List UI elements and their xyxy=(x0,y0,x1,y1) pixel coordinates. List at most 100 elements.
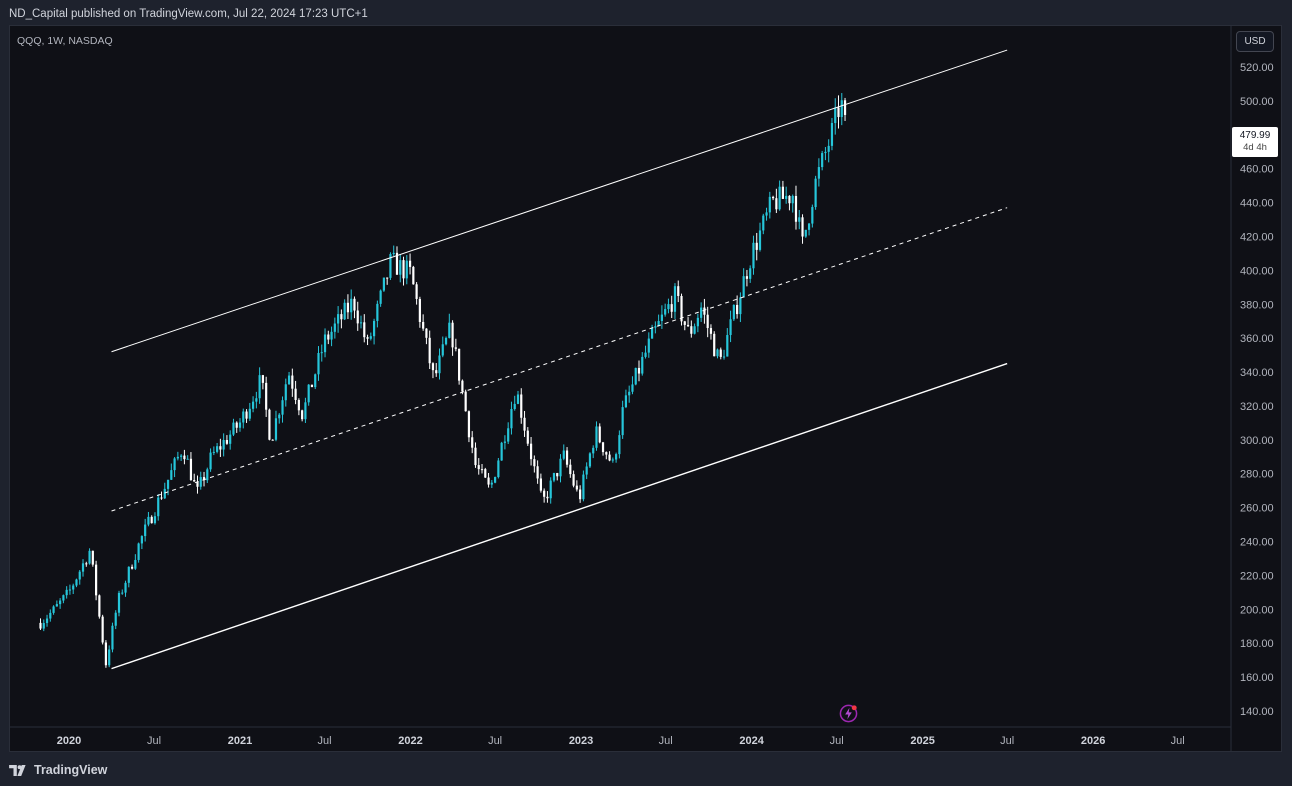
price-tick-label: 520.00 xyxy=(1240,62,1274,74)
candle-body xyxy=(821,153,824,168)
candle-body xyxy=(454,347,457,349)
price-tick-label: 140.00 xyxy=(1240,706,1274,718)
candle-body xyxy=(137,543,140,560)
candle-body xyxy=(634,367,637,385)
candle-body xyxy=(461,380,464,392)
candle-body xyxy=(690,326,693,334)
candle-body xyxy=(415,284,418,299)
channel-lower-line[interactable] xyxy=(111,362,1008,670)
candle-body xyxy=(677,286,680,296)
candle-body xyxy=(353,298,356,311)
candle-body xyxy=(592,447,595,454)
candle-body xyxy=(647,338,650,353)
time-tick-label: 2021 xyxy=(228,735,252,747)
candle-body xyxy=(405,260,408,279)
price-tick-label: 280.00 xyxy=(1240,469,1274,481)
candle-body xyxy=(752,242,755,269)
candle-body xyxy=(749,268,752,279)
candle-body xyxy=(565,450,569,465)
candle-body xyxy=(225,439,229,444)
candle-body xyxy=(301,410,304,420)
tradingview-brand[interactable]: TradingView xyxy=(9,762,107,778)
candle-body xyxy=(248,408,251,419)
candle-body xyxy=(579,489,582,500)
candle-body xyxy=(660,314,663,321)
time-tick-label: 2026 xyxy=(1081,735,1105,747)
candle-body xyxy=(713,333,716,357)
currency-button[interactable]: USD xyxy=(1236,31,1274,52)
candle-body xyxy=(320,352,323,354)
candle-body xyxy=(78,571,81,580)
candle-body xyxy=(346,302,350,313)
candle-body xyxy=(271,439,274,441)
candle-body xyxy=(474,447,477,466)
candle-body xyxy=(111,625,114,650)
time-tick-label: 2023 xyxy=(569,735,593,747)
candle-body xyxy=(173,458,176,471)
candle-body xyxy=(480,469,484,471)
candle-body xyxy=(402,260,405,279)
candle-body xyxy=(526,430,529,444)
candle-body xyxy=(389,254,392,278)
candle-body xyxy=(127,566,130,583)
price-tick-label: 460.00 xyxy=(1240,164,1274,176)
candle-body xyxy=(88,550,91,564)
candle-body xyxy=(487,477,490,485)
time-tick-label: 2020 xyxy=(57,735,81,747)
candle-body xyxy=(781,186,785,199)
candle-body xyxy=(817,167,820,179)
candle-body xyxy=(317,352,320,375)
candle-body xyxy=(706,314,709,329)
candle-body xyxy=(229,434,232,444)
candle-body xyxy=(559,458,562,477)
candle-body xyxy=(418,298,421,322)
candle-body xyxy=(641,356,644,374)
candle-body xyxy=(667,304,670,310)
channel-middle-line[interactable] xyxy=(111,207,1008,512)
candle-body xyxy=(395,252,399,275)
candle-body xyxy=(467,411,471,438)
candle-body xyxy=(729,319,732,336)
candle-body xyxy=(471,437,474,448)
candle-body xyxy=(163,488,166,499)
candle-body xyxy=(572,474,575,486)
candle-body xyxy=(363,322,366,338)
candle-body xyxy=(425,328,428,338)
candle-body xyxy=(94,564,98,596)
candle-body xyxy=(536,466,539,479)
price-tick-label: 340.00 xyxy=(1240,367,1274,379)
candle-body xyxy=(513,403,516,410)
candle-body xyxy=(314,374,317,388)
candle-body xyxy=(140,536,143,544)
candle-body xyxy=(199,477,202,487)
candle-body xyxy=(101,616,104,643)
price-tick-label: 200.00 xyxy=(1240,604,1274,616)
last-price-value: 479.99 xyxy=(1239,130,1271,141)
candle-body xyxy=(59,600,62,605)
candle-body xyxy=(55,604,58,607)
lightning-icon[interactable] xyxy=(839,704,858,723)
candlestick-series xyxy=(39,93,847,668)
candle-body xyxy=(245,411,248,419)
candle-body xyxy=(680,295,683,322)
channel-upper-line[interactable] xyxy=(111,49,1008,353)
candle-body xyxy=(444,337,448,345)
candle-body xyxy=(170,470,173,480)
price-tick-label: 500.00 xyxy=(1240,96,1274,108)
candle-body xyxy=(510,409,513,429)
candle-body xyxy=(52,606,55,613)
candle-body xyxy=(840,100,843,118)
candle-body xyxy=(366,337,369,339)
candle-body xyxy=(670,304,673,312)
price-tick-label: 240.00 xyxy=(1240,537,1274,549)
candle-body xyxy=(546,496,549,499)
candle-body xyxy=(615,454,618,460)
price-axis: 520.00500.00480.00460.00440.00420.00400.… xyxy=(1240,62,1274,718)
candle-body xyxy=(657,320,660,327)
candle-body xyxy=(798,217,801,222)
candle-body xyxy=(392,252,395,255)
candle-body xyxy=(435,370,438,374)
candle-body xyxy=(791,195,794,204)
candle-body xyxy=(196,481,199,487)
